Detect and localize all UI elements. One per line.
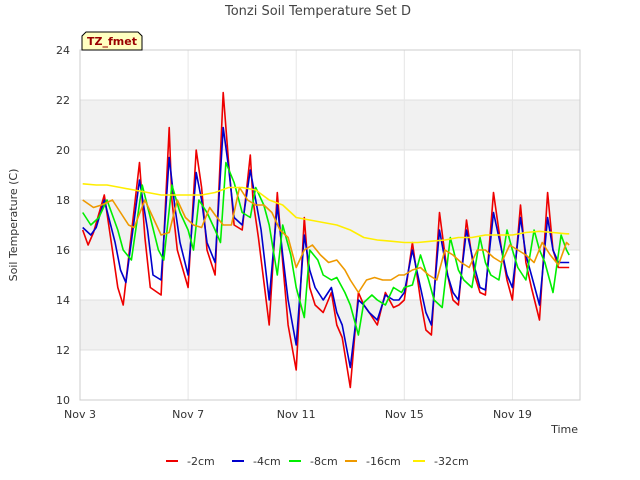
plot-background-bands	[80, 100, 580, 350]
series-line-32cmcm	[82, 183, 570, 244]
background-band	[80, 100, 580, 150]
y-axis-label: Soil Temperature (C)	[7, 169, 20, 282]
legend-label: -8cm	[310, 455, 338, 468]
legend-label: -4cm	[253, 455, 281, 468]
legend-label: -32cm	[434, 455, 469, 468]
y-tick-label: 22	[56, 94, 70, 107]
plot-area-border	[79, 49, 581, 401]
x-tick-label: Nov 3	[64, 408, 96, 421]
y-tick-label: 12	[56, 344, 70, 357]
legend: -2cm -4cm -8cm -16cm -32cm	[166, 455, 469, 468]
x-tick-label: Nov 7	[172, 408, 204, 421]
legend-label: -2cm	[187, 455, 215, 468]
x-tick-label: Nov 11	[277, 408, 316, 421]
x-axis-ticks: Nov 3 Nov 7 Nov 11 Nov 15 Nov 19	[64, 408, 532, 421]
y-tick-label: 10	[56, 394, 70, 407]
y-tick-label: 14	[56, 294, 70, 307]
y-tick-label: 24	[56, 44, 70, 57]
legend-label: -16cm	[366, 455, 401, 468]
series-line-16cmcm	[82, 186, 570, 294]
badge: TZ_fmet	[81, 31, 143, 51]
data-series	[81, 91, 570, 389]
background-band	[80, 300, 580, 350]
y-axis-ticks: 10 12 14 16 18 20 22 24	[56, 44, 70, 407]
badge-box	[81, 31, 143, 51]
chart-title: Tonzi Soil Temperature Set D	[224, 4, 411, 19]
x-tick-label: Nov 19	[493, 408, 532, 421]
badge-label: TZ_fmet	[87, 35, 137, 48]
x-axis-label: Time	[550, 423, 578, 436]
y-tick-label: 18	[56, 194, 70, 207]
y-tick-label: 16	[56, 244, 70, 257]
series-line-4cmcm	[82, 126, 570, 369]
y-tick-label: 20	[56, 144, 70, 157]
series-line-8cmcm	[82, 161, 570, 336]
x-tick-label: Nov 15	[385, 408, 424, 421]
